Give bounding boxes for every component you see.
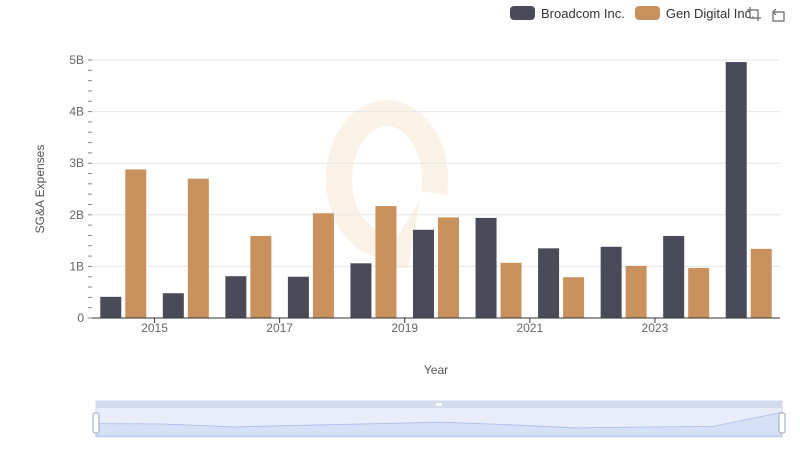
x-tick-label: 2017 [266,321,293,335]
bar-broadcom-2021 [538,248,560,318]
y-axis-labels: 0 1B 2B 3B 4B 5B [69,53,84,325]
y-minor-ticks [88,59,92,319]
x-tick-label: 2023 [642,321,669,335]
data-zoom-slider[interactable] [92,400,786,438]
legend-label-broadcom: Broadcom Inc. [541,5,625,21]
bar-gen-digital-2014 [125,169,147,318]
x-axis-ticks [154,318,656,323]
y-tick-label: 5B [69,53,84,67]
legend-item-broadcom[interactable]: Broadcom Inc. [510,6,625,21]
zoom-icon[interactable] [746,6,762,22]
x-tick-label: 2019 [391,321,418,335]
x-axis-labels: 2015 2017 2019 2021 2023 [141,321,668,335]
bar-broadcom-2017 [287,276,309,318]
legend-label-gen-digital: Gen Digital Inc. [665,5,755,21]
bars [100,62,772,319]
bar-gen-digital-2022 [625,265,647,318]
bar-broadcom-2014 [100,296,122,318]
bar-broadcom-2020 [475,217,497,318]
bar-gen-digital-2019 [438,217,459,318]
zoom-top-handle[interactable] [436,403,442,406]
legend-item-gen-digital[interactable]: Gen Digital Inc. [634,5,755,21]
bar-broadcom-2015 [162,293,184,318]
y-axis-title: SG&A Expenses [33,145,47,234]
bar-gen-digital-2017 [312,213,334,318]
bar-broadcom-2019 [413,229,434,318]
bar-broadcom-2023 [663,235,685,318]
bar-broadcom-2022 [600,246,622,318]
zoom-left-handle[interactable] [92,412,100,434]
bar-gen-digital-2021 [563,277,585,318]
bar-gen-digital-2018 [375,206,397,318]
legend-swatch-gen-digital [634,6,660,20]
bar-gen-digital-2023 [688,267,710,318]
legend: Broadcom Inc. Gen Digital Inc. [510,4,755,22]
bar-gen-digital-2015 [187,178,209,318]
bar-gen-digital-2024 [750,248,772,318]
restore-icon[interactable] [770,6,786,22]
x-axis-title: Year [424,363,448,377]
x-tick-label: 2021 [516,321,543,335]
y-tick-label: 1B [69,259,84,273]
bar-broadcom-2018 [350,263,372,318]
bar-gen-digital-2016 [250,235,272,318]
bar-gen-digital-2020 [500,262,522,318]
y-tick-label: 4B [69,105,84,119]
legend-swatch-broadcom [510,6,535,20]
y-tick-label: 0 [77,311,84,325]
toolbox [746,6,786,22]
bar-broadcom-2016 [225,276,247,318]
zoom-right-handle[interactable] [778,412,786,434]
y-tick-label: 2B [69,208,84,222]
x-tick-label: 2015 [141,321,168,335]
bar-broadcom-2024 [725,62,747,319]
y-tick-label: 3B [69,156,84,170]
